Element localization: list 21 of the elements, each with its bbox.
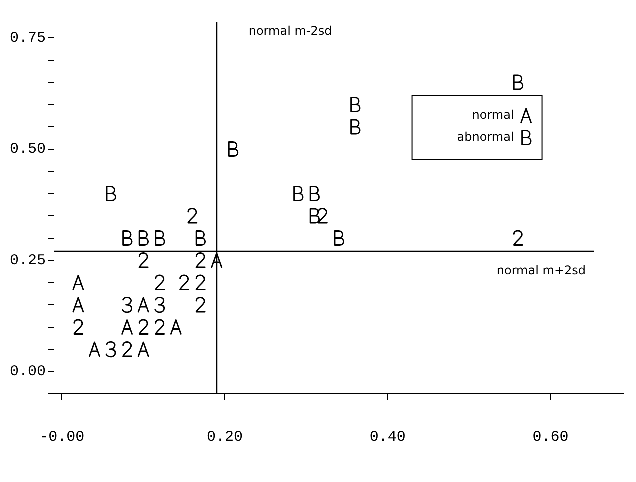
x-tick-label: -0.00 [40,428,85,446]
y-tick-label: 0.75 [10,30,46,47]
y-tick-label: 0.50 [10,141,46,158]
y-tick-label: 0.25 [10,252,46,270]
point [228,142,239,157]
point [138,297,150,313]
point [72,275,84,290]
x-tick-label: 0.60 [532,428,569,446]
y-tick-label: 0.00 [10,364,46,381]
x-tick-label: 0.20 [206,428,244,446]
point [72,297,84,313]
point [89,342,100,358]
ref-line-label: normal m-2sd [248,24,332,38]
point [170,320,182,335]
point [138,342,150,358]
legend-label: normal [472,108,514,122]
x-tick-label: 0.40 [370,428,406,446]
ref-line-label: normal m+2sd [496,264,586,278]
point [211,252,223,268]
point [122,320,133,335]
legend-label: abnormal [457,130,514,144]
